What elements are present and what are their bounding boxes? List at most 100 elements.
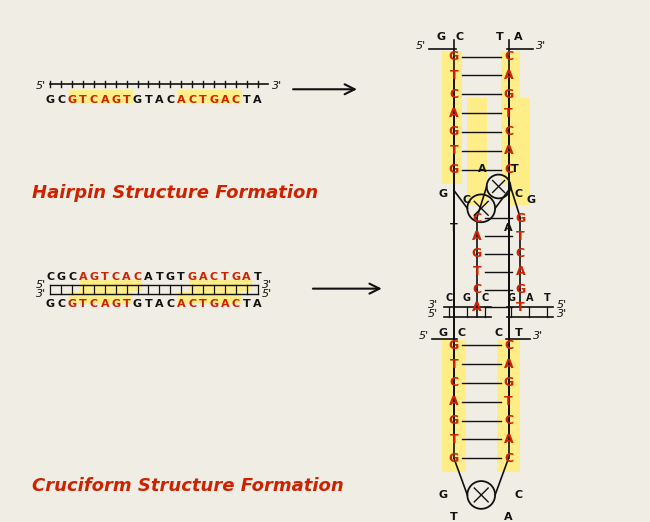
Text: A: A [472,301,482,314]
Text: A: A [478,163,487,174]
Text: G: G [111,95,120,105]
Text: C: C [481,292,488,303]
Bar [69,292,131,303]
Text: A: A [220,299,229,309]
Text: C: C [231,95,240,105]
Text: C: C [449,376,458,389]
Text: G: G [515,283,526,296]
Text: C: C [495,328,502,338]
Text: C: C [90,95,98,105]
Bar [189,279,252,291]
Text: A: A [254,95,262,105]
Bar [497,340,521,472]
Text: T: T [242,299,250,309]
Text: G: G [439,328,448,338]
Text: C: C [472,212,481,224]
Text: G: G [57,271,66,282]
Text: G: G [231,271,240,282]
Text: G: G [133,299,142,309]
Text: C: C [504,163,513,176]
Text: T: T [144,95,152,105]
Text: A: A [504,433,514,446]
Text: A: A [526,292,533,303]
Text: A: A [101,299,109,309]
Text: 3': 3' [428,300,438,310]
Text: 3': 3' [272,81,283,91]
Text: C: C [68,271,76,282]
Text: C: C [504,452,513,465]
Text: T: T [473,265,481,278]
Text: T: T [101,271,109,282]
Text: C: C [188,299,196,309]
Text: G: G [46,299,55,309]
Text: Cruciform Structure Formation: Cruciform Structure Formation [32,477,344,495]
Text: A: A [514,32,522,42]
Text: A: A [504,69,514,82]
Text: 3': 3' [536,41,547,51]
Text: T: T [221,271,229,282]
Text: C: C [449,88,458,101]
Text: T: T [177,271,185,282]
Bar [510,98,530,205]
Text: T: T [79,299,87,309]
Text: C: C [514,490,523,500]
Text: G: G [439,189,448,199]
Text: A: A [220,95,229,105]
Text: 5': 5' [428,310,438,319]
Text: C: C [456,32,464,42]
Text: G: G [133,95,142,105]
Text: G: G [448,163,459,176]
Text: A: A [122,271,131,282]
Text: A: A [504,512,513,522]
Text: C: C [504,414,513,427]
Text: T: T [254,271,261,282]
Text: G: G [437,32,446,42]
Text: C: C [90,299,98,309]
Text: C: C [210,271,218,282]
Text: G: G [209,299,218,309]
Text: A: A [504,144,514,157]
Text: A: A [155,299,164,309]
Bar [178,292,240,303]
Text: G: G [448,452,459,465]
Text: C: C [472,283,481,296]
Text: T: T [199,95,207,105]
Text: A: A [449,395,459,408]
Text: A: A [504,223,513,233]
Text: C: C [57,299,65,309]
Text: 3': 3' [36,289,46,299]
Text: A: A [177,95,185,105]
Text: G: G [209,95,218,105]
Text: G: G [503,376,514,389]
Text: A: A [177,299,185,309]
Text: C: C [504,50,513,63]
Text: G: G [508,292,515,303]
Text: T: T [544,292,551,303]
Text: G: G [448,125,459,138]
Bar [80,279,142,291]
Text: A: A [155,95,164,105]
Text: 5': 5' [261,289,272,299]
Text: T: T [450,433,458,446]
Bar [442,51,462,184]
Text: A: A [472,230,482,243]
Text: C: C [112,271,120,282]
Text: A: A [449,106,459,120]
Text: 3': 3' [261,280,272,290]
Text: C: C [445,292,452,303]
Text: G: G [448,50,459,63]
Text: T: T [510,163,518,174]
Text: A: A [199,271,207,282]
Text: T: T [242,95,250,105]
Text: G: G [448,414,459,427]
Text: C: C [514,189,523,199]
Text: T: T [450,223,458,233]
Bar [178,90,242,103]
Text: G: G [111,299,120,309]
Text: A: A [515,265,525,278]
Text: G: G [472,247,482,260]
Text: C: C [46,271,55,282]
Text: Hairpin Structure Formation: Hairpin Structure Formation [32,184,318,203]
Text: G: G [89,271,98,282]
Text: G: G [46,95,55,105]
